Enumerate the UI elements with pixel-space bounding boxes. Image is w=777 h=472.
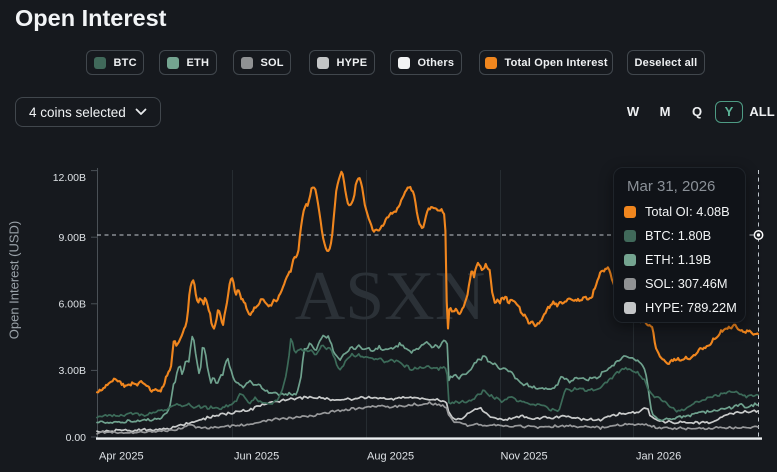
svg-text:Open Interest (USD): Open Interest (USD) xyxy=(7,221,22,340)
svg-text:Jun 2025: Jun 2025 xyxy=(234,451,279,463)
svg-text:3.00B: 3.00B xyxy=(59,365,86,377)
svg-text:12.00B: 12.00B xyxy=(53,172,86,184)
svg-text:Aug 2025: Aug 2025 xyxy=(367,451,414,463)
svg-text:6.00B: 6.00B xyxy=(59,299,86,311)
svg-text:ASXN: ASXN xyxy=(295,258,486,335)
svg-text:0.00: 0.00 xyxy=(66,432,87,444)
svg-text:9.00B: 9.00B xyxy=(59,232,86,244)
svg-text:Jan 2026: Jan 2026 xyxy=(636,451,681,463)
svg-text:Nov 2025: Nov 2025 xyxy=(501,451,548,463)
svg-text:Apr 2025: Apr 2025 xyxy=(99,451,144,463)
